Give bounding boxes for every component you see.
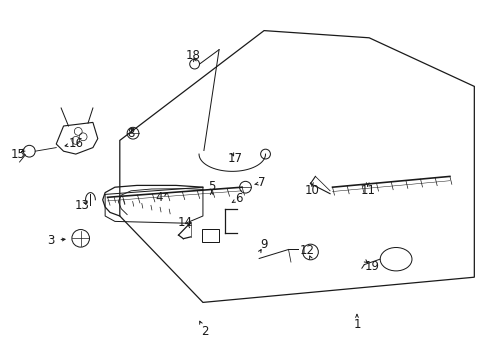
Bar xyxy=(202,229,219,242)
Text: 1: 1 xyxy=(352,318,360,330)
Text: 12: 12 xyxy=(299,244,314,257)
Text: 18: 18 xyxy=(185,49,200,62)
Text: 8: 8 xyxy=(127,127,135,140)
Text: 19: 19 xyxy=(365,260,379,273)
Text: 5: 5 xyxy=(207,180,215,193)
Text: 16: 16 xyxy=(68,137,83,150)
Text: 4: 4 xyxy=(155,191,163,204)
Text: 6: 6 xyxy=(234,192,242,205)
Text: 13: 13 xyxy=(75,199,89,212)
Text: 14: 14 xyxy=(177,216,192,229)
Text: 15: 15 xyxy=(11,148,26,161)
Text: 10: 10 xyxy=(304,184,319,197)
Text: 11: 11 xyxy=(360,184,374,197)
Text: 9: 9 xyxy=(260,238,267,251)
Text: 17: 17 xyxy=(227,152,242,165)
Text: 3: 3 xyxy=(47,234,55,247)
Text: 2: 2 xyxy=(200,325,208,338)
Text: 7: 7 xyxy=(257,176,265,189)
